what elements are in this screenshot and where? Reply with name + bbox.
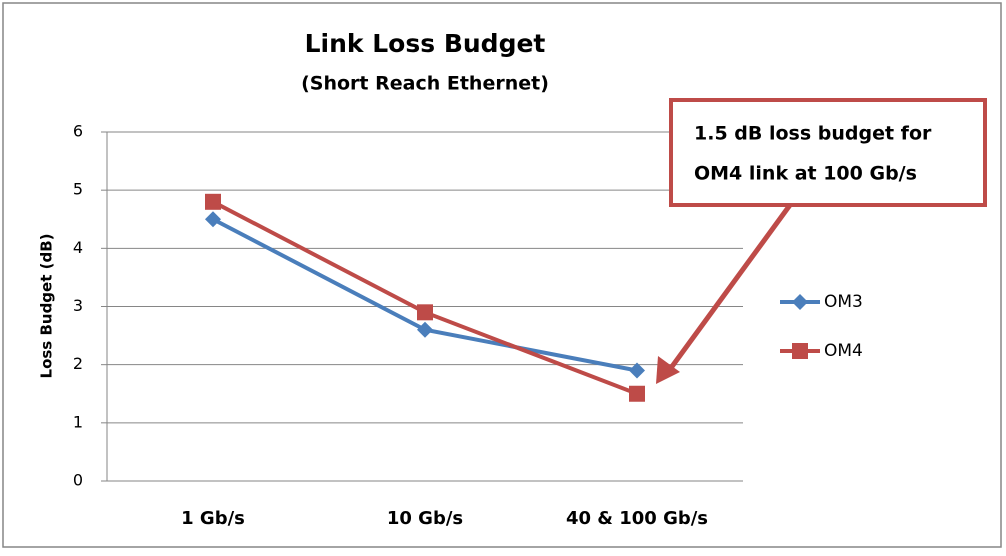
legend-label: OM3	[824, 292, 863, 312]
legend-marker	[792, 343, 808, 359]
y-tick-label: 5	[73, 180, 83, 199]
annotation-box	[669, 98, 987, 207]
annotation-text: OM4 link at 100 Gb/s	[694, 163, 917, 185]
x-tick-label: 40 & 100 Gb/s	[566, 508, 708, 529]
x-tick-label: 10 Gb/s	[387, 508, 463, 529]
chart-title: Link Loss Budget	[305, 29, 546, 58]
legend-marker	[792, 294, 808, 310]
marker	[417, 304, 433, 321]
y-tick-label: 6	[73, 122, 83, 141]
marker	[629, 385, 645, 402]
marker	[205, 211, 221, 228]
annotation-arrow	[665, 203, 793, 374]
annotation-text: 1.5 dB loss budget for	[694, 123, 932, 145]
legend-label: OM4	[824, 341, 863, 361]
y-tick-label: 3	[73, 296, 83, 315]
y-tick-label: 4	[73, 238, 83, 257]
y-tick-label: 0	[73, 471, 83, 490]
y-tick-label: 2	[73, 354, 83, 373]
chart-subtitle: (Short Reach Ethernet)	[301, 73, 549, 95]
chart-border	[2, 2, 1002, 548]
marker	[205, 193, 221, 210]
y-tick-label: 1	[73, 412, 83, 431]
marker	[629, 362, 645, 379]
annotation-arrowhead	[656, 356, 680, 384]
marker	[417, 321, 433, 338]
x-tick-label: 1 Gb/s	[181, 508, 245, 529]
y-axis-label: Loss Budget (dB)	[38, 234, 56, 379]
